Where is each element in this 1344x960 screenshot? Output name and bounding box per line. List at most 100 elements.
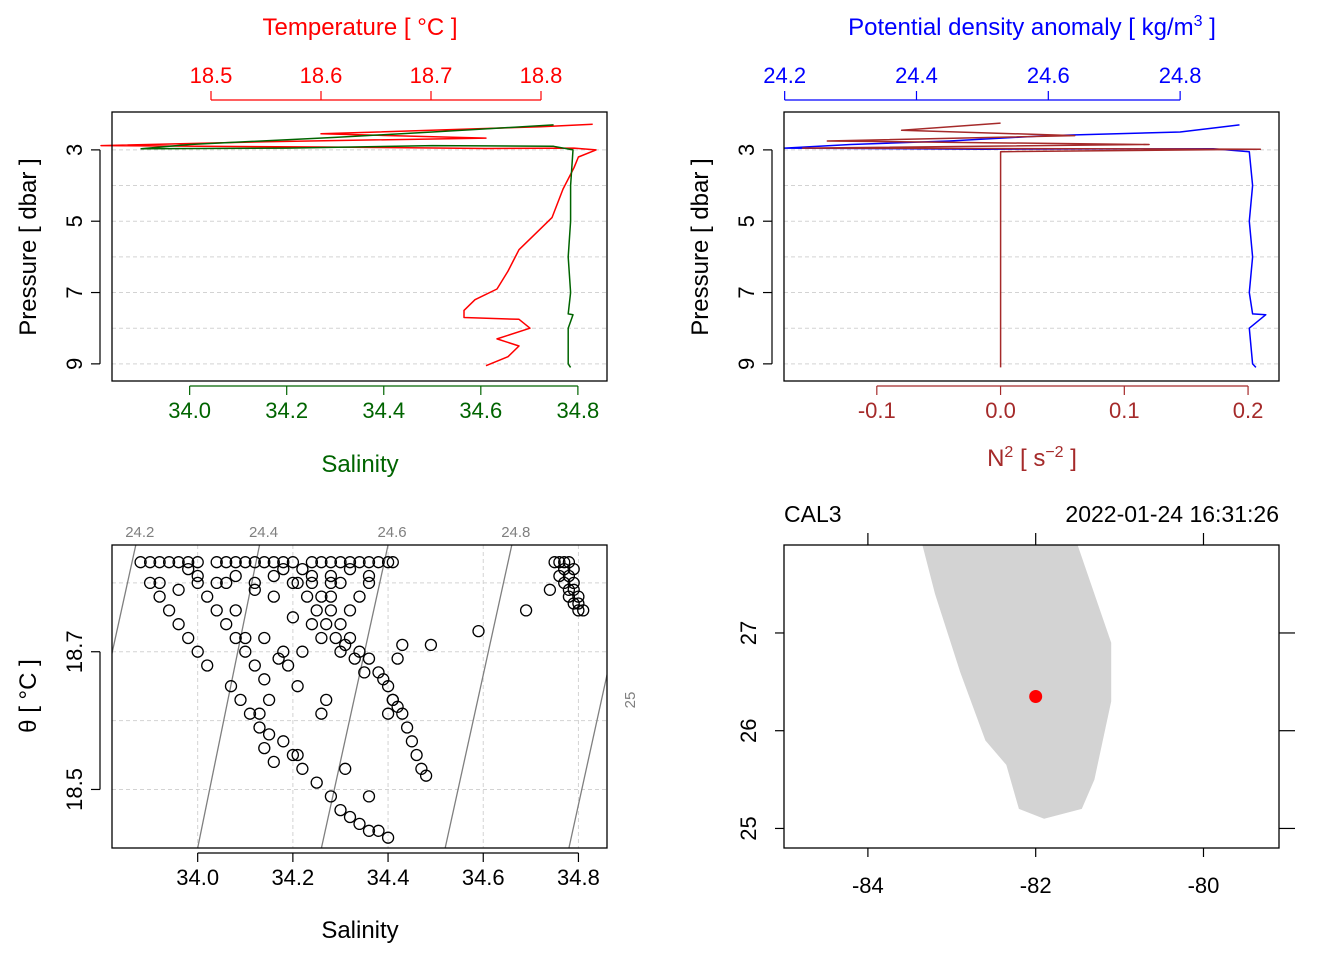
ts-point (372, 824, 385, 837)
ts-point (381, 707, 395, 720)
isopycnal-line (444, 545, 513, 848)
theta-axis-tick-label: 18.5 (62, 768, 87, 811)
ts-point (248, 556, 261, 569)
ts-point (519, 604, 533, 617)
ts-point (362, 790, 376, 803)
ts-point (277, 556, 290, 569)
salinity-line (140, 124, 574, 368)
ts-point (343, 556, 357, 569)
ts-point (577, 604, 590, 617)
ts-point (310, 604, 323, 617)
ts-profile-frame (111, 111, 608, 382)
ts-point (315, 556, 328, 569)
density-axis-tick-label: 24.8 (1159, 63, 1202, 88)
pressure-axis-tick-label: 9 (62, 358, 87, 370)
isopycnal-label: 24.6 (377, 524, 406, 541)
theta-axis-tick-label: 18.7 (62, 630, 87, 673)
ts-salinity-axis-tick-label: 34.4 (367, 865, 410, 890)
ts-point (305, 569, 319, 583)
ts-point (248, 659, 261, 672)
ts-point (324, 569, 338, 583)
ts-point (134, 556, 147, 569)
density-line (783, 124, 1267, 368)
ts-point (324, 556, 338, 569)
ts-point (191, 576, 204, 590)
ts-point (277, 645, 290, 658)
pressure-axis-tick-label: 7 (62, 286, 87, 298)
ts-point (472, 624, 485, 638)
salinity-axis-tick-label: 34.4 (362, 398, 405, 423)
ts-point (224, 680, 238, 693)
map-frame (783, 544, 1280, 849)
pressure-axis-tick-label: 5 (62, 215, 87, 227)
ts-point (191, 556, 204, 569)
ts-point (353, 590, 366, 603)
ts-point (353, 556, 366, 569)
ts-point (362, 652, 376, 665)
ts-point (267, 556, 280, 569)
n2-axis-tick-label: 0.1 (1109, 398, 1140, 423)
ts-point (191, 645, 204, 658)
ts-point (296, 645, 309, 658)
ts-point (291, 680, 304, 693)
ts-point (248, 583, 261, 596)
ts-point (324, 790, 338, 803)
ts-point (324, 576, 338, 590)
ts-point (253, 707, 266, 720)
ts-point (182, 631, 195, 645)
ts-point (220, 576, 233, 590)
density-axis-tick-label: 24.4 (895, 63, 938, 88)
ts-point (548, 556, 561, 569)
ts-point (239, 556, 252, 569)
temperature-axis-tick-label: 18.6 (300, 63, 343, 88)
ts-point (239, 631, 252, 645)
ts-point (372, 666, 385, 679)
ts-point (310, 776, 323, 789)
density-n2-profile-panel: 24.2 24.4 24.6 24.8 -0.1 0.0 0.1 0.2 3 5 7 9 Potenti… (687, 13, 1280, 472)
ts-point (305, 618, 319, 631)
ts-point (339, 762, 352, 775)
ts-point (277, 562, 290, 576)
isopycnal-label: 25 (622, 692, 639, 709)
ts-point (248, 576, 261, 590)
ts-point (286, 611, 300, 624)
ts-point (162, 604, 176, 617)
ts-point (324, 590, 338, 603)
ts-point (267, 755, 280, 769)
n2-axis-tick-label: 0.2 (1233, 398, 1264, 423)
ts-point (320, 618, 333, 631)
ts-point (424, 638, 438, 652)
ts-point (291, 576, 304, 590)
ts-point (143, 576, 157, 590)
ts-point (172, 583, 185, 596)
ts-point (286, 556, 300, 569)
ts-point (315, 590, 328, 603)
temperature-axis-title: Temperature [ °C ] (263, 14, 458, 41)
longitude-tick-label: -80 (1188, 873, 1220, 898)
station-map-panel: -84 -82 -80 25 26 27 CAL3 2022-01-24 16:31:26 (736, 501, 1295, 898)
ts-point (182, 556, 195, 569)
ts-point (262, 728, 276, 741)
ts-point (220, 556, 233, 569)
ts-point (415, 762, 428, 775)
ts-point (258, 741, 271, 755)
ts-point (362, 556, 376, 569)
ts-point (386, 556, 399, 569)
ts-point (229, 631, 242, 645)
isopycnal-line (568, 671, 607, 848)
pressure-axis-2-tick-label: 9 (734, 358, 759, 370)
density-axis-tick-label: 24.2 (763, 63, 806, 88)
pressure-axis-title: Pressure [ dbar ] (15, 158, 42, 335)
ts-point (262, 693, 276, 707)
salinity-axis-tick-label: 34.6 (459, 398, 502, 423)
ts-salinity-axis-tick-label: 34.6 (462, 865, 505, 890)
latitude-tick-label: 26 (736, 718, 761, 742)
ts-point (343, 604, 357, 617)
ts-point (153, 590, 166, 603)
pressure-axis-2-tick-label: 5 (734, 215, 759, 227)
temperature-axis-tick-label: 18.7 (410, 63, 453, 88)
ts-point (372, 556, 385, 569)
pressure-axis-2-tick-label: 7 (734, 286, 759, 298)
theta-axis-title: θ [ °C ] (15, 659, 42, 733)
